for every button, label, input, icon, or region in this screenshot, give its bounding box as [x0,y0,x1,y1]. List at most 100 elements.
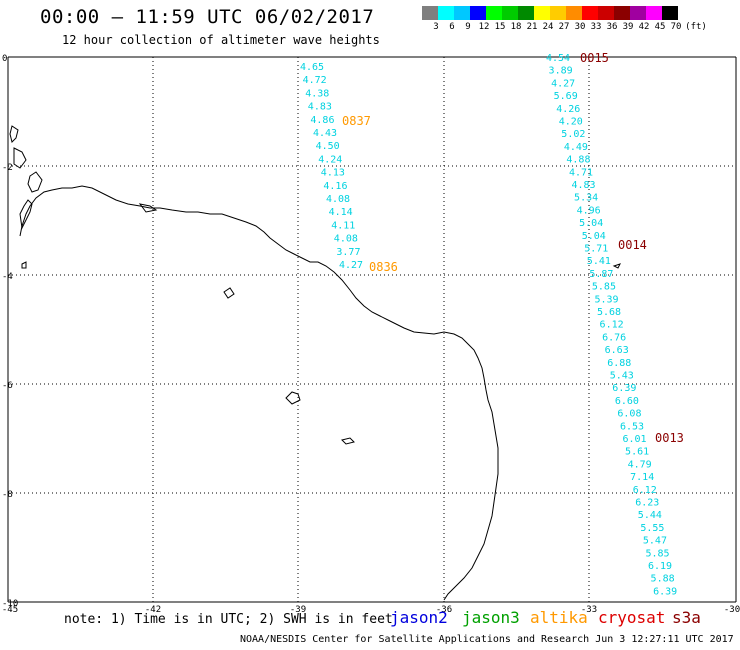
coastline [9,125,621,601]
scale-swatch [550,6,566,20]
wave-height-label: 4.88 [566,155,590,166]
y-tick-label: -4 [2,272,13,282]
wave-height-label: 4.83 [308,102,332,113]
scale-swatch [422,6,438,20]
wave-height-label: 4.08 [334,234,358,245]
wave-height-label: 5.04 [579,218,603,229]
wave-height-label: 4.83 [572,180,596,191]
legend-item-jason3: jason3 [462,608,520,627]
wave-height-label: 4.50 [316,141,340,152]
scale-label: 39 [622,22,634,32]
wave-height-label: 6.88 [607,358,631,369]
pass-time-label: 0836 [369,260,398,274]
pass-time-label: 0015 [580,51,609,65]
wave-height-label: 5.04 [582,231,606,242]
scale-label: 70 [670,22,682,32]
axis-tick-labels: -45 -42 -39 -36 -33 -30 0 -2 -4 -6 -8 -10 [2,54,740,615]
wave-height-label: 4.14 [329,207,353,218]
y-tick-label: -2 [2,163,13,173]
scale-label: 15 [494,22,506,32]
wave-height-label: 5.44 [638,510,662,521]
wave-height-label: 6.12 [600,320,624,331]
island-path [223,287,235,299]
island-path [285,391,301,405]
wave-height-label: 3.89 [549,66,573,77]
wave-height-label: 5.85 [592,282,616,293]
wave-height-label: 6.60 [615,396,639,407]
pass-time-label: 0013 [655,431,684,445]
y-tick-label: -6 [2,381,13,391]
color-scale-labels: 3 6 9 12 15 18 21 24 27 30 33 36 39 42 45 70 (ft) [422,22,740,34]
wave-height-label: 5.02 [561,129,585,140]
legend-item-altika: altika [530,608,588,627]
x-tick-label: -33 [581,605,597,615]
wave-height-label: 4.08 [326,194,350,205]
scale-swatch [518,6,534,20]
wave-height-label: 4.20 [559,117,583,128]
wave-height-label: 5.69 [554,91,578,102]
altimeter-tracks: 4.65 4.72 4.38 4.83 4.86 4.43 4.50 4.24 4.13 4.16… [300,51,684,597]
scale-swatch [566,6,582,20]
scale-swatch [534,6,550,20]
scale-swatch [486,6,502,20]
wave-height-label: 5.88 [651,574,675,585]
scale-label: 18 [510,22,522,32]
scale-label: 12 [478,22,490,32]
wave-height-label: 4.11 [331,220,355,231]
wave-height-label: 5.55 [640,523,664,534]
scale-swatch [598,6,614,20]
legend-item-jason2: jason2 [390,608,448,627]
wave-height-label: 4.26 [556,104,580,115]
island-path [19,199,33,230]
x-tick-label: -30 [724,605,740,615]
wave-height-label: 5.43 [610,371,634,382]
scale-swatch [646,6,662,20]
wave-height-label: 4.27 [339,260,363,271]
wave-height-label: 3.77 [336,247,360,258]
wave-height-label: 5.47 [643,536,667,547]
island-path [21,261,27,269]
scale-label: 21 [526,22,538,32]
island-path [612,263,621,269]
wave-height-label: 6.12 [633,485,657,496]
scale-label: 42 [638,22,650,32]
wave-height-label: 6.01 [623,434,647,445]
y-tick-label: -8 [2,490,13,500]
island-path [138,203,158,213]
scale-label: 3 [433,22,439,32]
wave-height-label: 4.96 [577,205,601,216]
scale-label: 9 [465,22,471,32]
scale-label: 33 [590,22,602,32]
scale-label: 6 [449,22,455,32]
scale-label: 36 [606,22,618,32]
wave-height-label: 5.41 [587,256,611,267]
y-tick-label: -10 [2,599,18,609]
wave-height-label: 6.53 [620,421,644,432]
note-text: note: 1) Time is in UTC; 2) SWH is in fe… [64,612,393,627]
wave-height-label: 6.39 [653,586,677,597]
wave-height-label: 4.72 [303,75,327,86]
pass-time-label: 0014 [618,238,647,252]
scale-swatch [582,6,598,20]
wave-height-label: 4.24 [318,154,342,165]
x-tick-label: -42 [145,605,161,615]
wave-height-label: 4.13 [321,168,345,179]
scale-swatch [438,6,454,20]
color-scale-bar [422,6,678,20]
map-title: 00:00 – 11:59 UTC 06/02/2017 [40,6,375,28]
scale-label: 30 [574,22,586,32]
wave-height-label: 4.86 [310,115,334,126]
legend-item-cryosat: cryosat [598,608,666,627]
scale-label: 45 [654,22,666,32]
lat-lon-grid [7,56,737,603]
wave-height-label: 5.68 [597,307,621,318]
wave-height-label: 6.76 [602,332,626,343]
wave-height-label: 4.43 [313,128,337,139]
scale-swatch [630,6,646,20]
pass-time-label: 0837 [342,114,371,128]
wave-height-label: 5.34 [574,193,598,204]
scale-label: 24 [542,22,554,32]
wave-height-label: 6.63 [605,345,629,356]
island-path [27,171,43,193]
